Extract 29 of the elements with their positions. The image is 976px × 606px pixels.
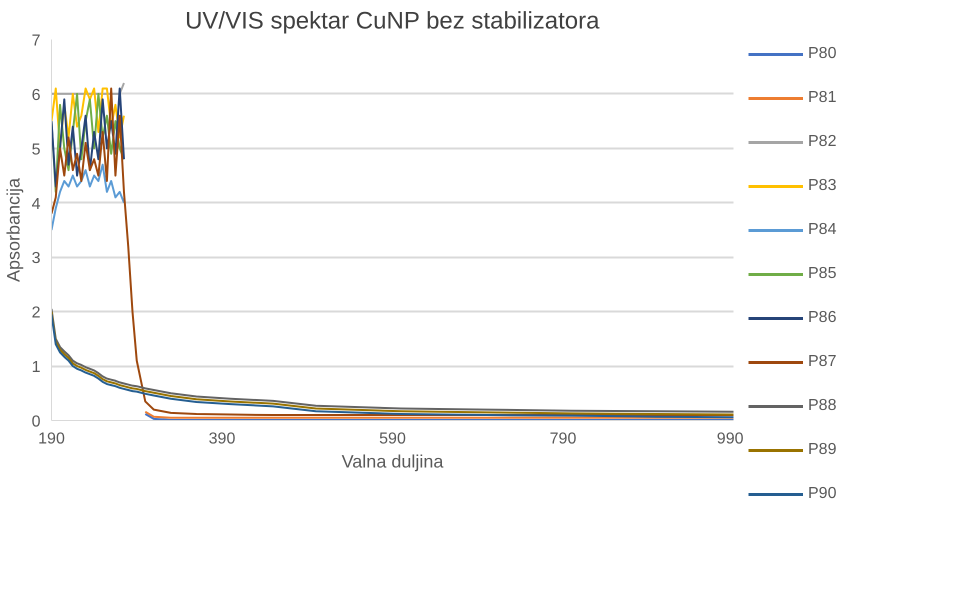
y-tick-label: 5 — [32, 141, 41, 158]
legend-label: P83 — [808, 177, 836, 195]
y-tick-label: 3 — [32, 250, 41, 268]
y-tick-label: 0 — [32, 414, 41, 430]
x-tick-label: 590 — [379, 430, 406, 448]
line-series — [52, 164, 125, 231]
line-series — [52, 87, 734, 416]
y-axis-title: Apsorbancija — [4, 176, 24, 282]
x-tick-label: 390 — [208, 430, 236, 448]
legend-label: P85 — [808, 265, 836, 283]
legend-label: P86 — [808, 309, 836, 327]
legend-label: P84 — [808, 221, 836, 239]
legend-label: P80 — [808, 45, 836, 63]
legend-label: P89 — [808, 441, 836, 459]
y-tick-label: 6 — [32, 86, 41, 104]
legend-label: P88 — [808, 397, 836, 415]
legend-label: P82 — [808, 133, 836, 151]
x-tick-label: 990 — [716, 430, 744, 448]
legend-label: P81 — [808, 89, 836, 107]
y-tick-label: 2 — [32, 304, 41, 322]
y-tick-label: 4 — [32, 196, 41, 213]
x-tick-label: 190 — [38, 430, 65, 448]
legend-label: P90 — [808, 485, 836, 503]
y-tick-label: 7 — [32, 32, 41, 50]
x-tick-label: 790 — [550, 430, 576, 448]
legend-label: P87 — [808, 353, 836, 371]
y-tick-label: 1 — [32, 359, 41, 376]
chart-title: UV/VIS spektar CuNP bez stabilizatora — [185, 8, 600, 34]
x-axis-title: Valna duljina — [342, 452, 444, 472]
